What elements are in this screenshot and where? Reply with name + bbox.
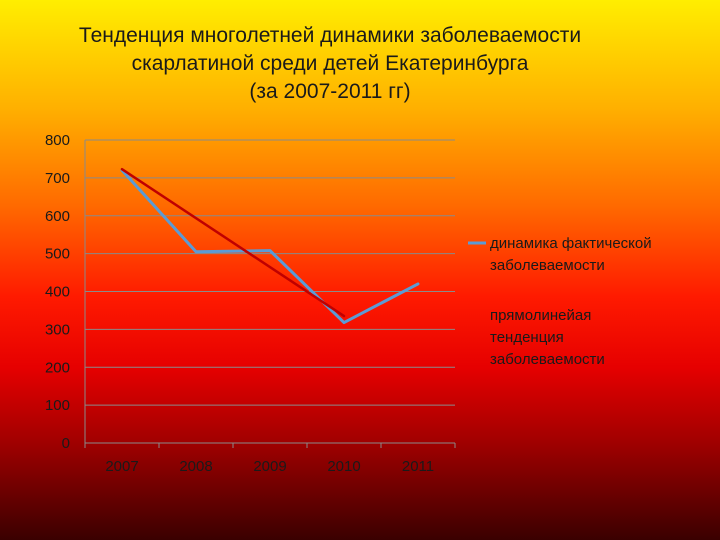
y-tick-label: 400 bbox=[45, 284, 70, 301]
series-lines bbox=[120, 167, 420, 325]
chart-title-line: скарлатиной среди детей Екатеринбурга bbox=[131, 52, 529, 75]
x-axis-tick-labels: 2007 2008 2009 2010 2011 bbox=[105, 458, 434, 475]
chart-title-line: (за 2007-2011 гг) bbox=[249, 80, 411, 103]
trend-line bbox=[120, 167, 346, 318]
y-tick-label: 800 bbox=[45, 132, 70, 149]
y-tick-label: 700 bbox=[45, 170, 70, 187]
legend-label: тенденция bbox=[490, 329, 564, 346]
series-line bbox=[120, 168, 420, 325]
gridlines bbox=[84, 139, 456, 448]
legend-label: прямолинейая bbox=[490, 307, 591, 324]
legend-label: динамика фактической bbox=[490, 235, 652, 252]
y-tick-label: 200 bbox=[45, 359, 70, 376]
y-tick-label: 100 bbox=[45, 397, 70, 414]
legend-label: заболеваемости bbox=[490, 351, 605, 368]
chart-title-line: Тенденция многолетней динамики заболевае… bbox=[78, 24, 582, 47]
y-axis-tick-labels: 0 100 200 300 400 500 600 700 800 bbox=[45, 132, 70, 452]
x-tick-label: 2009 bbox=[253, 458, 286, 475]
chart-title: Тенденция многолетней динамики заболевае… bbox=[60, 22, 600, 106]
legend: динамика фактической заболеваемости прямол… bbox=[468, 235, 652, 368]
x-tick-label: 2011 bbox=[402, 458, 434, 475]
x-tick-label: 2007 bbox=[105, 458, 138, 475]
y-tick-label: 300 bbox=[45, 321, 70, 338]
legend-label: заболеваемости bbox=[490, 257, 605, 274]
x-tick-label: 2010 bbox=[327, 458, 360, 475]
y-tick-label: 600 bbox=[45, 208, 70, 225]
y-tick-label: 0 bbox=[62, 435, 70, 452]
x-tick-label: 2008 bbox=[179, 458, 212, 475]
y-tick-label: 500 bbox=[45, 246, 70, 263]
